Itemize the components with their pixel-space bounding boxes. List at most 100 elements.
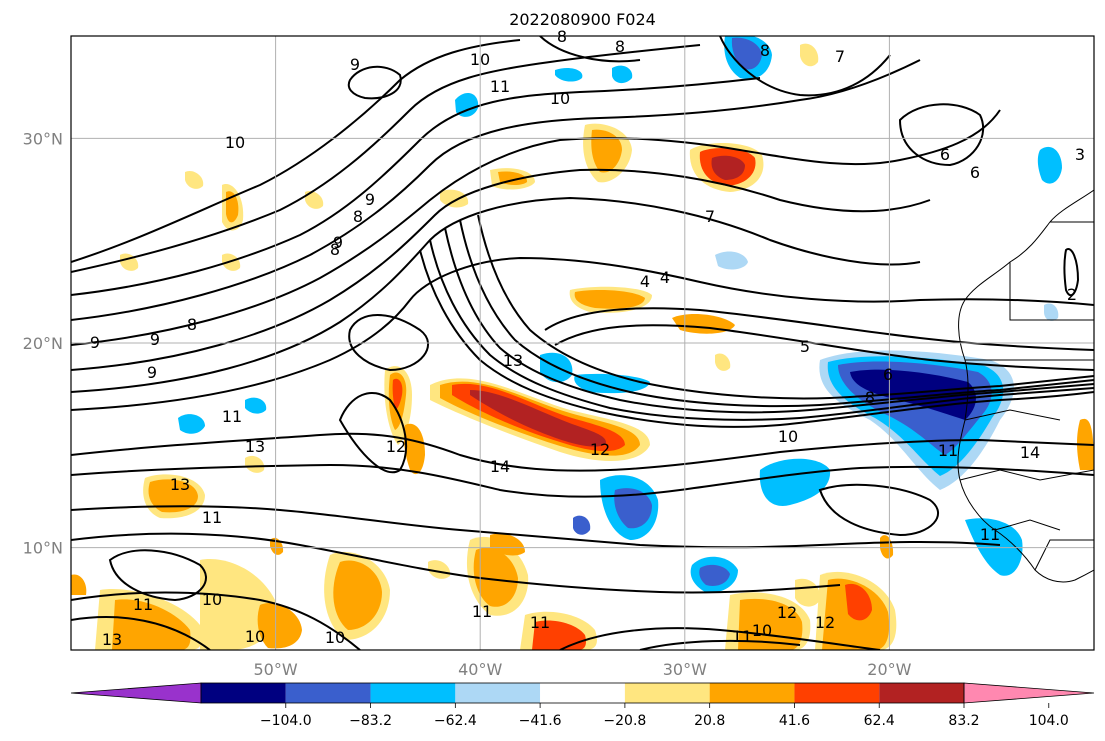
country-border: [959, 469, 1094, 481]
contour-line: [477, 214, 1094, 400]
colorbar-segment: [370, 683, 456, 703]
negative-anomaly-core: [850, 369, 976, 420]
contour-line: [71, 59, 921, 321]
contour-label: 14: [490, 457, 510, 476]
contour-label: 12: [590, 440, 610, 459]
contour-label: 13: [245, 437, 265, 456]
colorbar-segment: [624, 683, 710, 703]
colorbar-extend-max: [963, 682, 1095, 704]
lon-tick-label: 50°W: [254, 660, 298, 679]
positive-anomaly-band: [591, 129, 622, 173]
shaded-field: [71, 36, 1094, 650]
positive-anomaly-band: [305, 190, 324, 209]
contour-label: 4: [640, 272, 650, 291]
contour-line: [1063, 248, 1080, 297]
contour-label: 7: [835, 47, 845, 66]
positive-anomaly-band: [795, 578, 821, 607]
contour-line: [71, 256, 1094, 411]
contour-line: [71, 432, 1094, 472]
contour-label: 13: [102, 630, 122, 649]
positive-anomaly-band: [880, 535, 894, 559]
contour-label: 6: [883, 365, 893, 384]
colorbar: −104.0 −83.2 −62.4 −41.6 −20.8 20.8 41.6 62.4 83…: [70, 682, 1095, 729]
lon-tick-label: 20°W: [867, 660, 911, 679]
colorbar-segment: [879, 683, 964, 703]
contour-line: [539, 36, 641, 63]
lat-tick-label: 30°N: [23, 129, 63, 148]
longitude-labels: 50°W 40°W 30°W 20°W: [254, 660, 912, 679]
negative-anomaly-band: [715, 251, 748, 270]
contour-line: [71, 616, 211, 650]
contour-label: 8: [615, 37, 625, 56]
contour-label: 4: [660, 268, 670, 287]
negative-anomaly-band: [965, 518, 1023, 576]
contour-label: 14: [1020, 443, 1040, 462]
contour-label: 11: [980, 525, 1000, 544]
country-border: [1009, 262, 1094, 321]
country-border: [1034, 539, 1094, 571]
contour-label: 5: [800, 337, 810, 356]
colorbar-segment: [540, 683, 625, 703]
country-border: [994, 519, 1061, 531]
contour-label: 12: [777, 603, 797, 622]
negative-anomaly-band: [574, 373, 650, 394]
contour-line: [71, 463, 1094, 498]
colorbar-tick-label: 41.6: [779, 713, 810, 729]
positive-anomaly-band: [148, 479, 198, 513]
contour-line: [639, 639, 801, 650]
contour-label: 8: [865, 388, 875, 407]
contour-label: 11: [133, 595, 153, 614]
country-border: [964, 409, 1061, 421]
contour-line: [108, 549, 207, 602]
positive-anomaly-core: [470, 390, 606, 447]
contour-label: 11: [530, 613, 550, 632]
negative-anomaly-band: [699, 564, 730, 586]
contour-label: 10: [202, 590, 222, 609]
positive-anomaly-band: [574, 290, 645, 309]
colorbar-tick-label: −83.2: [349, 713, 392, 729]
contour-label: 10: [550, 89, 570, 108]
negative-anomaly-band: [455, 93, 479, 117]
contour-line: [419, 249, 1094, 428]
contour-label: 2: [1067, 285, 1077, 304]
colorbar-extend-min: [70, 682, 202, 704]
contour-label: 10: [752, 621, 772, 640]
negative-anomaly-band: [178, 414, 205, 434]
contour-line: [429, 239, 1094, 421]
contour-line: [459, 219, 1094, 408]
contour-line: [559, 627, 881, 650]
negative-anomaly-band: [555, 67, 583, 82]
negative-anomaly-band: [1044, 303, 1059, 321]
contour-label: 8: [187, 315, 197, 334]
lon-tick-label: 40°W: [458, 660, 502, 679]
contour-label: 8: [330, 240, 340, 259]
colorbar-segment: [709, 683, 795, 703]
contour-label: 7: [705, 207, 715, 226]
map-area: [71, 36, 1094, 650]
contour-line: [818, 483, 940, 537]
lat-tick-label: 10°N: [23, 539, 63, 558]
positive-anomaly-band: [440, 189, 469, 208]
negative-anomaly-band: [731, 37, 762, 70]
positive-anomaly-band: [403, 423, 425, 475]
colorbar-outline: [200, 682, 965, 704]
contour-line: [71, 77, 761, 296]
colorbar-segment: [455, 683, 541, 703]
positive-anomaly-band: [333, 560, 382, 630]
contour-label: 9: [150, 330, 160, 349]
positive-anomaly-band: [428, 560, 451, 579]
colorbar-tick-label: 83.2: [948, 713, 979, 729]
coastline: [957, 189, 1094, 583]
contour-label: 11: [938, 441, 958, 460]
contour-line: [719, 36, 891, 97]
contour-line: [71, 505, 1001, 549]
contour-label: 9: [90, 333, 100, 352]
contour-line: [444, 227, 1094, 414]
contour-line: [348, 314, 430, 372]
positive-anomaly-band: [845, 583, 872, 621]
map-title: 2022080900 F024: [509, 10, 656, 29]
positive-anomaly-band: [245, 455, 265, 473]
positive-anomaly-band: [490, 533, 525, 556]
